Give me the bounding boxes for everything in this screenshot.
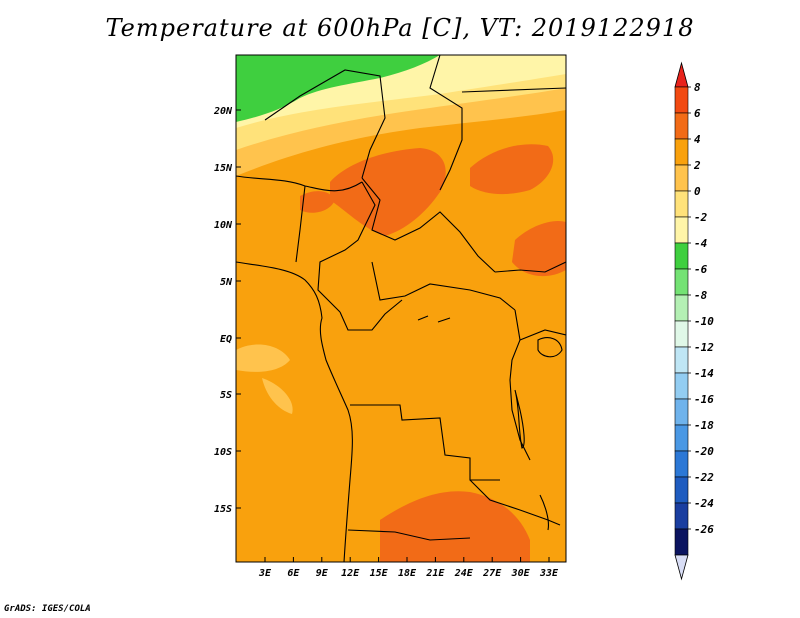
lat-label: 15S xyxy=(214,504,232,515)
colorbar-segment xyxy=(674,242,689,270)
country-borders xyxy=(236,55,566,562)
lon-label: 12E xyxy=(341,568,360,579)
border-libya-egypt xyxy=(429,55,463,191)
colorbar-label: -8 xyxy=(694,289,708,302)
border-uganda-kenya xyxy=(519,329,566,341)
colorbar-segment xyxy=(674,294,689,322)
temperature-field xyxy=(236,55,566,562)
lon-label: 21E xyxy=(425,568,445,579)
colorbar-segment xyxy=(674,346,689,374)
colorbar-label: -26 xyxy=(694,523,714,536)
page-title: Temperature at 600hPa [C], VT: 201912291… xyxy=(105,14,695,42)
coastline-west xyxy=(236,261,353,562)
field-blob-0-2-coast xyxy=(236,344,290,372)
colorbar-label: -10 xyxy=(694,315,714,328)
colorbar-segment xyxy=(674,372,689,400)
border-congo xyxy=(339,299,403,331)
border-car-south xyxy=(371,261,516,311)
lat-label: 5N xyxy=(220,277,233,288)
field-blob-4-6-west xyxy=(300,191,335,213)
lon-label: 15E xyxy=(370,568,389,579)
colorbar-segment xyxy=(674,502,689,530)
lat-label: EQ xyxy=(220,334,232,345)
lon-label: 9E xyxy=(316,568,329,579)
colorbar: 8 6 4 2 0 -2 -4 -6 -8 -10 -12 -14 -16 -18 -20 -22 -24 -26 xyxy=(674,61,714,581)
colorbar-label: -14 xyxy=(694,367,714,380)
colorbar-label: 6 xyxy=(694,107,701,120)
lake-malawi xyxy=(539,494,549,531)
colorbar-label: -20 xyxy=(694,445,714,458)
field-blob-4-6-south xyxy=(380,491,530,562)
colorbar-segment xyxy=(674,138,689,166)
colorbar-label: 8 xyxy=(694,81,701,94)
colorbar-segment xyxy=(674,112,689,140)
colorbar-segment xyxy=(674,268,689,296)
colorbar-label: -2 xyxy=(694,211,708,224)
plot-frame xyxy=(235,54,567,563)
colorbar-label: -6 xyxy=(694,263,708,276)
river-small xyxy=(417,315,451,323)
colorbar-segment xyxy=(674,216,689,244)
colorbar-segment xyxy=(674,320,689,348)
lat-label: 20N xyxy=(213,106,233,117)
longitude-axis: 3E 6E 9E 12E 15E 18E 21E 24E 27E 30E 33E xyxy=(258,557,559,579)
lon-label: 18E xyxy=(398,568,417,579)
colorbar-label: -4 xyxy=(694,237,708,250)
colorbar-label: -24 xyxy=(694,497,714,510)
lat-label: 5S xyxy=(220,390,232,401)
field-band-m6-m4 xyxy=(236,55,440,122)
lat-label: 10S xyxy=(214,447,232,458)
border-angola-south xyxy=(347,529,471,541)
border-sudan xyxy=(461,87,566,93)
border-angola xyxy=(350,404,500,481)
lon-label: 27E xyxy=(482,568,502,579)
lon-label: 30E xyxy=(511,568,531,579)
field-blob-4-6-southeast xyxy=(512,220,566,277)
colorbar-segment xyxy=(674,190,689,218)
field-blob-4-6-central xyxy=(330,148,446,236)
lake-victoria xyxy=(537,337,563,358)
lat-label: 10N xyxy=(214,220,233,231)
field-blob-4-6-east xyxy=(470,144,554,195)
border-cameroon xyxy=(317,181,376,313)
colorbar-label: 0 xyxy=(694,185,701,198)
colorbar-segment xyxy=(674,450,689,478)
colorbar-segment xyxy=(674,528,689,556)
colorbar-label: -16 xyxy=(694,393,714,406)
colorbar-segment xyxy=(674,86,689,114)
colorbar-label: 2 xyxy=(693,159,701,172)
border-ethiopia xyxy=(494,261,566,273)
colorbar-bottom-arrow xyxy=(674,554,689,581)
colorbar-segment xyxy=(674,398,689,426)
lon-label: 24E xyxy=(454,568,474,579)
lon-label: 3E xyxy=(258,568,272,579)
lat-label: 15N xyxy=(214,163,233,174)
grads-credit: GrADS: IGES/COLA xyxy=(4,604,91,614)
colorbar-top-arrow xyxy=(674,61,689,88)
lon-label: 33E xyxy=(539,568,559,579)
latitude-axis: 20N 15N 10N 5N EQ 5S 10S 15S xyxy=(213,106,241,515)
colorbar-segment xyxy=(674,424,689,452)
lake-tanganyika xyxy=(514,389,525,449)
field-blob-0-2-ocean xyxy=(262,378,293,414)
colorbar-segment xyxy=(674,164,689,192)
border-north xyxy=(264,69,386,179)
border-chad-car xyxy=(361,177,496,273)
lon-label: 6E xyxy=(287,568,300,579)
colorbar-segment xyxy=(674,476,689,504)
border-nigeria xyxy=(236,175,363,192)
colorbar-label: 4 xyxy=(694,133,701,146)
colorbar-label: -18 xyxy=(694,419,714,432)
colorbar-label: -12 xyxy=(694,341,714,354)
border-inner-1 xyxy=(295,185,306,263)
border-zambia xyxy=(469,479,561,526)
colorbar-label: -22 xyxy=(694,471,714,484)
